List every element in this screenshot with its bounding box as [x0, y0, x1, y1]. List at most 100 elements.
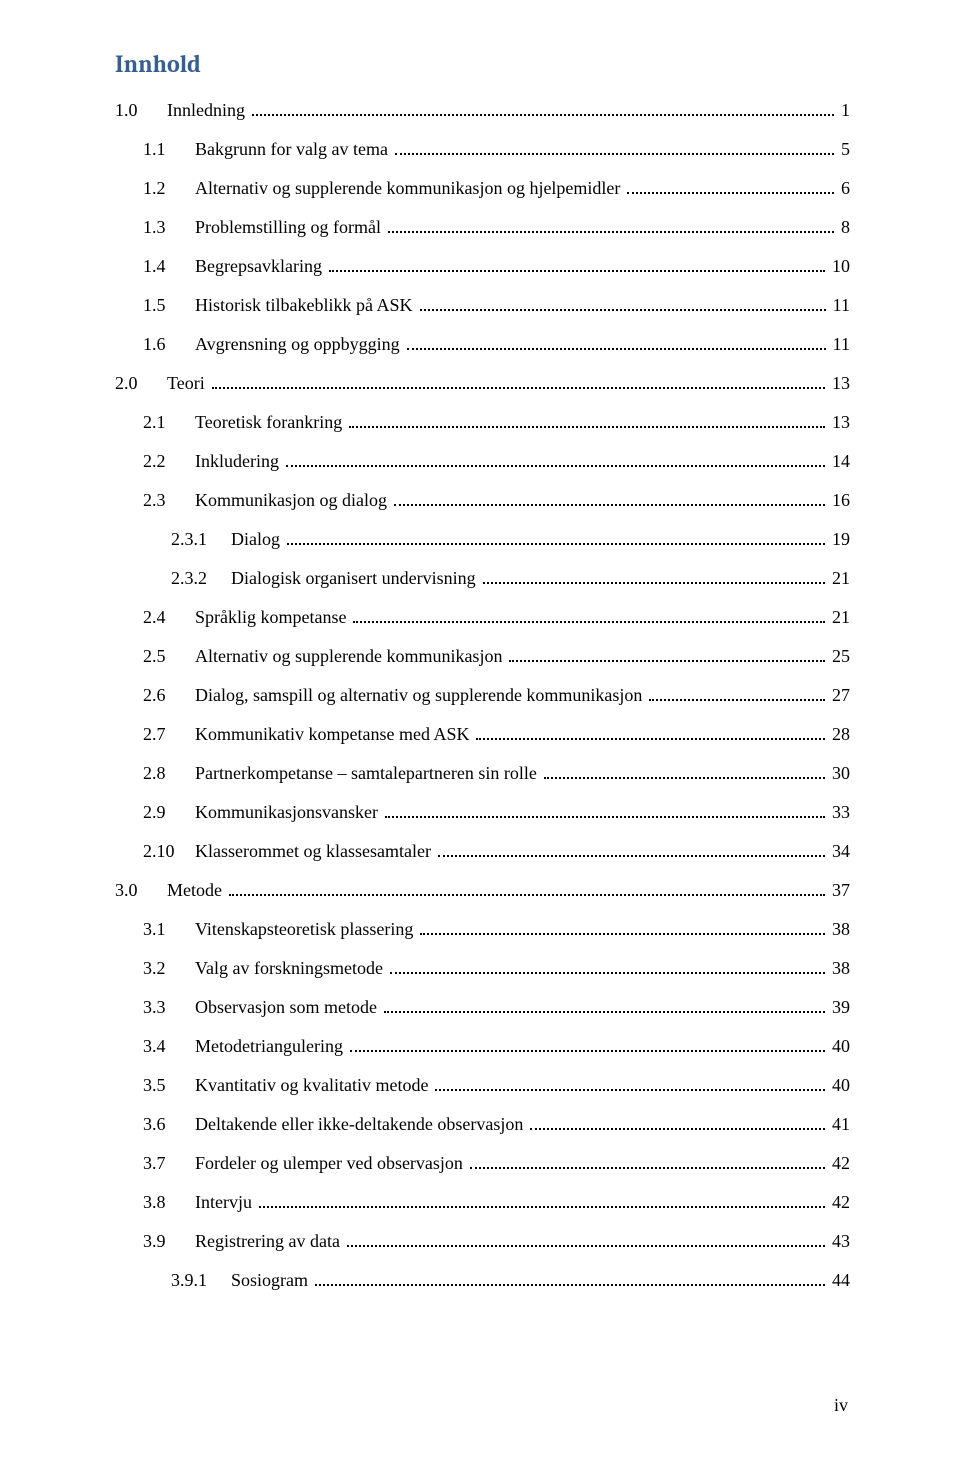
toc-entry-page: 28 [828, 724, 850, 745]
toc-entry-page: 11 [829, 334, 850, 355]
toc-leader-dots [395, 153, 834, 155]
toc-entry[interactable]: 1.3Problemstilling og formål8 [115, 217, 850, 238]
toc-entry-title: Historisk tilbakeblikk på ASK [195, 295, 417, 316]
toc-entry[interactable]: 2.4Språklig kompetanse21 [115, 607, 850, 628]
toc-leader-dots [470, 1167, 825, 1169]
toc-entry[interactable]: 3.9.1Sosiogram44 [115, 1270, 850, 1291]
toc-leader-dots [349, 426, 825, 428]
toc-entry[interactable]: 2.5Alternativ og supplerende kommunikasj… [115, 646, 850, 667]
toc-entry[interactable]: 3.2Valg av forskningsmetode38 [115, 958, 850, 979]
toc-entry-title: Observasjon som metode [195, 997, 381, 1018]
toc-entry[interactable]: 2.7Kommunikativ kompetanse med ASK28 [115, 724, 850, 745]
toc-leader-dots [212, 387, 825, 389]
toc-entry[interactable]: 3.9Registrering av data43 [115, 1231, 850, 1252]
toc-leader-dots [388, 231, 834, 233]
toc-entry-number: 3.6 [143, 1114, 195, 1135]
toc-entry[interactable]: 1.0Innledning 1 [115, 100, 850, 121]
toc-entry[interactable]: 2.6Dialog, samspill og alternativ og sup… [115, 685, 850, 706]
toc-entry[interactable]: 3.1Vitenskapsteoretisk plassering38 [115, 919, 850, 940]
toc-entry[interactable]: 1.5Historisk tilbakeblikk på ASK11 [115, 295, 850, 316]
toc-entry[interactable]: 1.1Bakgrunn for valg av tema5 [115, 139, 850, 160]
toc-entry-page: 34 [828, 841, 850, 862]
toc-entry[interactable]: 3.4Metodetriangulering40 [115, 1036, 850, 1057]
toc-leader-dots [287, 543, 825, 545]
toc-entry-title: Inkludering [195, 451, 283, 472]
toc-entry[interactable]: 3.7Fordeler og ulemper ved observasjon42 [115, 1153, 850, 1174]
toc-entry[interactable]: 2.2Inkludering14 [115, 451, 850, 472]
toc-entry-number: 1.0 [115, 100, 167, 121]
toc-entry-number: 2.4 [143, 607, 195, 628]
toc-entry-number: 3.2 [143, 958, 195, 979]
toc-entry-title: Metode [167, 880, 226, 901]
toc-entry[interactable]: 2.10Klasserommet og klassesamtaler34 [115, 841, 850, 862]
toc-entry-title: Teori [167, 373, 209, 394]
toc-entry-page: 16 [828, 490, 850, 511]
toc-entry-title: Valg av forskningsmetode [195, 958, 387, 979]
toc-entry-page: 41 [828, 1114, 850, 1135]
toc-entry-title: Dialog [231, 529, 284, 550]
toc-leader-dots [649, 699, 825, 701]
toc-entry-page: 38 [828, 919, 850, 940]
toc-entry-title: Deltakende eller ikke-deltakende observa… [195, 1114, 527, 1135]
toc-entry-title: Bakgrunn for valg av tema [195, 139, 392, 160]
toc-entry-title: Registrering av data [195, 1231, 344, 1252]
toc-entry-number: 2.1 [143, 412, 195, 433]
toc-entry-number: 1.2 [143, 178, 195, 199]
toc-entry[interactable]: 2.3.1Dialog19 [115, 529, 850, 550]
toc-entry-number: 1.1 [143, 139, 195, 160]
toc-leader-dots [483, 582, 825, 584]
toc-entry[interactable]: 1.4Begrepsavklaring10 [115, 256, 850, 277]
toc-leader-dots [384, 1011, 825, 1013]
toc-entry-title: Intervju [195, 1192, 256, 1213]
toc-entry[interactable]: 2.3.2Dialogisk organisert undervisning21 [115, 568, 850, 589]
toc-entry-number: 2.3 [143, 490, 195, 511]
toc-leader-dots [509, 660, 825, 662]
toc-entry-title: Klasserommet og klassesamtaler [195, 841, 435, 862]
toc-entry-title: Innledning [167, 100, 249, 121]
toc-leader-dots [394, 504, 825, 506]
toc-entry-page: 6 [837, 178, 850, 199]
toc-entry-page: 25 [828, 646, 850, 667]
toc-entry-page: 21 [828, 568, 850, 589]
toc-entry-number: 2.3.2 [171, 568, 231, 589]
toc-entry-number: 3.4 [143, 1036, 195, 1057]
toc-leader-dots [353, 621, 825, 623]
toc-entry-number: 3.9.1 [171, 1270, 231, 1291]
toc-entry-page: 1 [837, 100, 850, 121]
toc-entry-number: 1.3 [143, 217, 195, 238]
toc-entry[interactable]: 2.0Teori13 [115, 373, 850, 394]
toc-entry[interactable]: 2.9Kommunikasjonsvansker33 [115, 802, 850, 823]
toc-entry[interactable]: 1.2Alternativ og supplerende kommunikasj… [115, 178, 850, 199]
toc-entry-number: 1.5 [143, 295, 195, 316]
toc-entry-page: 21 [828, 607, 850, 628]
toc-entry-number: 3.1 [143, 919, 195, 940]
toc-leader-dots [286, 465, 825, 467]
toc-leader-dots [229, 894, 825, 896]
toc-entry[interactable]: 3.6Deltakende eller ikke-deltakende obse… [115, 1114, 850, 1135]
toc-entry-number: 2.3.1 [171, 529, 231, 550]
toc-leader-dots [329, 270, 825, 272]
toc-entry-number: 2.9 [143, 802, 195, 823]
toc-entry[interactable]: 1.6Avgrensning og oppbygging11 [115, 334, 850, 355]
toc-entry-title: Dialog, samspill og alternativ og supple… [195, 685, 646, 706]
toc-entry-number: 2.2 [143, 451, 195, 472]
toc-entry-number: 3.3 [143, 997, 195, 1018]
toc-leader-dots [420, 933, 825, 935]
toc-entry-page: 27 [828, 685, 850, 706]
toc-entry-title: Problemstilling og formål [195, 217, 385, 238]
toc-entry[interactable]: 3.8Intervju42 [115, 1192, 850, 1213]
toc-entry[interactable]: 2.8Partnerkompetanse – samtalepartneren … [115, 763, 850, 784]
toc-entry[interactable]: 3.5Kvantitativ og kvalitativ metode40 [115, 1075, 850, 1096]
toc-entry-number: 2.5 [143, 646, 195, 667]
toc-entry-number: 3.9 [143, 1231, 195, 1252]
toc-entry-title: Metodetriangulering [195, 1036, 347, 1057]
toc-entry[interactable]: 2.3Kommunikasjon og dialog16 [115, 490, 850, 511]
toc-entry-number: 3.7 [143, 1153, 195, 1174]
toc-entry[interactable]: 3.0Metode37 [115, 880, 850, 901]
toc-entry-number: 3.0 [115, 880, 167, 901]
toc-entry[interactable]: 3.3Observasjon som metode39 [115, 997, 850, 1018]
table-of-contents: 1.0Innledning 1 1.1Bakgrunn for valg av te… [115, 100, 850, 1291]
toc-entry-number: 2.6 [143, 685, 195, 706]
toc-entry[interactable]: 2.1Teoretisk forankring13 [115, 412, 850, 433]
toc-entry-number: 2.0 [115, 373, 167, 394]
